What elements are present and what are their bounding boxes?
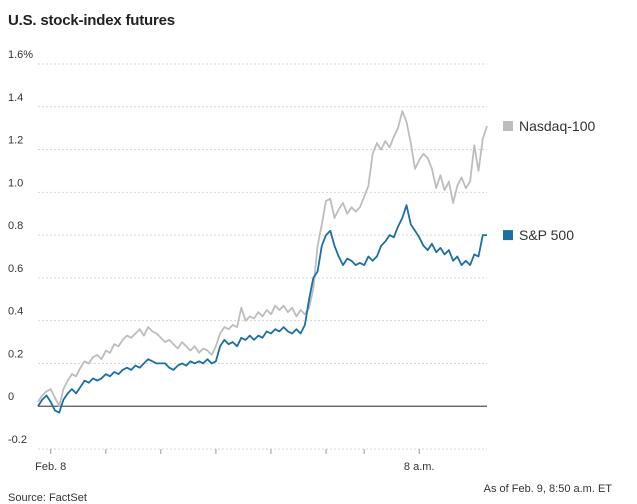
y-tick-label: 0 <box>8 391 14 403</box>
x-tick-label: 8 a.m. <box>404 461 435 473</box>
y-tick-label: 1.2 <box>8 135 23 147</box>
y-tick-label: -0.2 <box>8 434 27 446</box>
legend-swatch <box>503 230 513 241</box>
legend-swatch <box>503 121 513 132</box>
y-tick-label: 0.6 <box>8 263 23 275</box>
legend: Nasdaq-100 S&P 500 <box>503 118 595 243</box>
y-tick-label: 0.2 <box>8 348 23 360</box>
legend-label: Nasdaq-100 <box>519 118 595 134</box>
y-tick-label: 1.0 <box>8 177 23 189</box>
y-axis: -0.2 0 0.2 0.4 0.6 0.8 1.0 1.2 1.4 1.6% <box>8 49 33 446</box>
source-note: Source: FactSet <box>8 492 87 504</box>
grid <box>38 63 487 450</box>
as-of-note: As of Feb. 9, 8:50 a.m. ET <box>484 483 613 495</box>
y-tick-label: 0.4 <box>8 306 23 318</box>
series-lines <box>37 110 488 414</box>
series-line-nasdaq-100 <box>37 110 488 408</box>
y-tick-label: 1.4 <box>8 92 23 104</box>
legend-label: S&P 500 <box>519 227 574 243</box>
x-axis: Feb. 8 8 a.m. <box>35 449 435 473</box>
y-tick-label: 0.8 <box>8 220 23 232</box>
series-line-s-and-p-500 <box>37 204 487 414</box>
y-tick-label: 1.6% <box>8 49 33 61</box>
chart-title: U.S. stock-index futures <box>8 12 175 29</box>
x-tick-label: Feb. 8 <box>35 461 66 473</box>
